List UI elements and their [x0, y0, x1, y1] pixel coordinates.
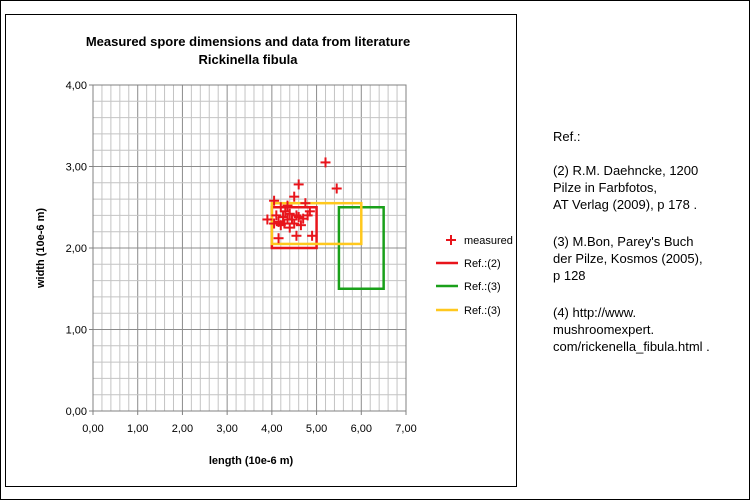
- data-point: [295, 220, 306, 231]
- data-point: [291, 230, 302, 241]
- x-axis-ticks: 0,00 1,00 2,00 3,00 4,00 5,00 6,00 7,00: [82, 411, 417, 435]
- data-point: [282, 200, 293, 211]
- chart-subtitle: Rickinella fibula: [199, 52, 299, 67]
- x-tick-label: 5,00: [306, 423, 327, 435]
- reference-line: (2) R.M. Daehncke, 1200: [553, 163, 699, 178]
- reference-line: com/rickenella_fibula.html .: [553, 339, 710, 354]
- data-point: [293, 179, 304, 190]
- reference-entry-4: (4) http://www. mushroomexpert. com/rick…: [553, 304, 743, 355]
- data-point: [331, 183, 342, 194]
- chart-title: Measured spore dimensions and data from …: [86, 34, 410, 49]
- legend-label: measured: [464, 235, 513, 247]
- reference-line: (3) M.Bon, Parey's Buch: [553, 234, 694, 249]
- data-point: [284, 208, 295, 219]
- reference-line: AT Verlag (2009), p 178 .: [553, 197, 698, 212]
- references-heading: Ref.:: [553, 129, 581, 144]
- y-tick-label: 3,00: [66, 162, 87, 174]
- reference-entry-3: (3) M.Bon, Parey's Buch der Pilze, Kosmo…: [553, 233, 743, 284]
- y-tick-label: 1,00: [66, 325, 87, 337]
- data-point: [269, 195, 280, 206]
- data-point: [304, 206, 315, 217]
- x-tick-label: 2,00: [172, 423, 193, 435]
- legend-label: Ref.:(3): [464, 305, 501, 317]
- plot-grid: [92, 84, 407, 412]
- reference-line: Pilze in Farbfotos,: [553, 180, 658, 195]
- x-tick-label: 0,00: [82, 423, 103, 435]
- data-point: [293, 212, 304, 223]
- x-tick-label: 3,00: [216, 423, 237, 435]
- data-point: [300, 198, 311, 209]
- chart-area: Measured spore dimensions and data from …: [5, 14, 517, 487]
- x-tick-label: 1,00: [127, 423, 148, 435]
- legend-label: Ref.:(2): [464, 258, 501, 270]
- y-axis-ticks: 0,00 1,00 2,00 3,00 4,00: [66, 80, 93, 418]
- x-tick-label: 4,00: [261, 423, 282, 435]
- y-tick-label: 0,00: [66, 406, 87, 418]
- legend: measured Ref.:(2) Ref.:(3) Ref.:(3): [436, 235, 513, 317]
- reference-line: mushroomexpert.: [553, 322, 655, 337]
- references-panel: Ref.: (2) R.M. Daehncke, 1200 Pilze in F…: [553, 128, 743, 375]
- data-point: [273, 233, 284, 244]
- y-tick-label: 2,00: [66, 243, 87, 255]
- data-point: [289, 191, 300, 202]
- reference-line: (4) http://www.: [553, 305, 637, 320]
- x-tick-label: 6,00: [351, 423, 372, 435]
- legend-label: Ref.:(3): [464, 281, 501, 293]
- y-tick-label: 4,00: [66, 80, 87, 92]
- data-point: [262, 214, 273, 225]
- y-axis-label: width (10e-6 m): [35, 208, 47, 289]
- data-point: [275, 220, 286, 231]
- reference-entry-2: (2) R.M. Daehncke, 1200 Pilze in Farbfot…: [553, 162, 743, 213]
- data-point: [320, 157, 331, 168]
- reference-line: der Pilze, Kosmos (2005),: [553, 251, 703, 266]
- data-point: [307, 230, 318, 241]
- x-axis-label: length (10e-6 m): [209, 455, 294, 467]
- reference-line: p 128: [553, 268, 586, 283]
- data-point: [284, 222, 295, 233]
- data-point: [269, 218, 280, 229]
- chart: Measured spore dimensions and data from …: [35, 34, 513, 467]
- plot-series: [262, 157, 385, 290]
- data-point: [271, 210, 282, 221]
- x-tick-label: 7,00: [395, 423, 416, 435]
